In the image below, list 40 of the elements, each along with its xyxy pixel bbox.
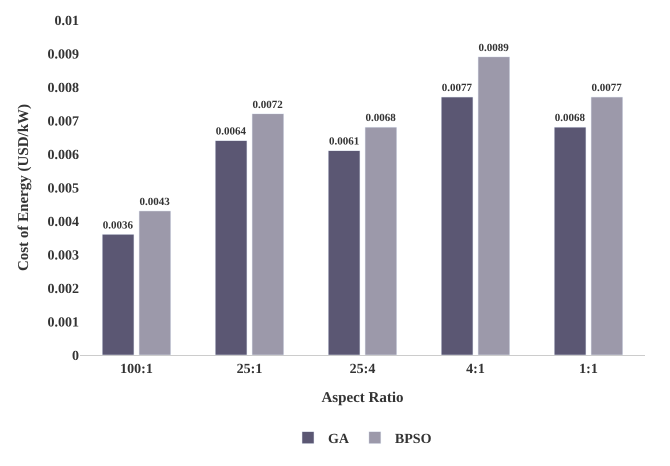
bar [252,114,284,355]
data-label: 0.0068 [554,112,586,124]
y-tick-label: 0.007 [48,114,79,130]
y-tick-label: 0.008 [48,80,79,96]
x-axis-title: Aspect Ratio [321,390,404,406]
x-tick-label: 4:1 [466,362,485,377]
data-label: 0.0043 [139,196,170,208]
bar [364,126,397,355]
bar [441,96,474,355]
y-axis-title: Cost of Energy (USD/kW) [16,104,32,272]
x-tick-label: 25:4 [350,362,376,377]
bar [478,56,510,355]
y-tick-label: 0.004 [48,214,79,230]
legend-label: GA [328,432,350,448]
y-tick-label: 0.006 [48,148,79,163]
y-tick-label: 0.01 [54,14,79,29]
data-label: 0.0036 [102,219,134,232]
legend-label: BPSO [394,432,432,448]
bar [138,210,171,355]
y-tick-label: 0 [72,348,79,364]
bar [554,126,586,355]
data-label: 0.0077 [442,82,473,94]
data-label: 0.0072 [252,98,284,111]
bar [328,150,360,355]
y-tick-label: 0.009 [48,47,79,62]
bar [590,96,623,355]
data-label: 0.0089 [478,42,510,54]
y-tick-label: 0.001 [48,315,79,330]
x-tick-label: 25:1 [236,362,262,377]
data-label: 0.0077 [591,82,622,94]
data-label: 0.0061 [329,136,360,148]
data-label: 0.0068 [365,112,396,124]
bar [102,234,134,355]
data-label: 0.0064 [216,126,247,138]
y-tick-label: 0.002 [48,282,79,297]
y-tick-label: 0.003 [48,248,79,264]
y-tick-label: 0.005 [48,181,79,196]
x-tick-label: 100:1 [120,362,153,377]
x-tick-label: 1:1 [579,362,598,377]
bar [215,140,248,355]
